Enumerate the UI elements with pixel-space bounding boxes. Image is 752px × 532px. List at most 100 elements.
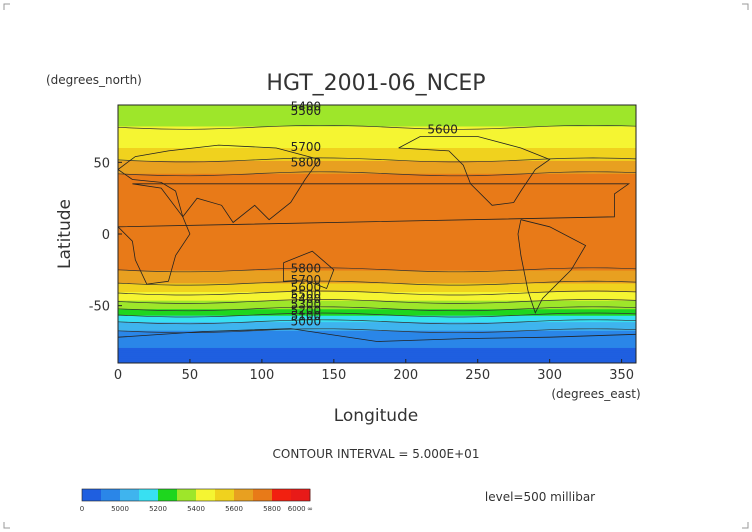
contour-label: 5500	[291, 104, 322, 118]
height-band	[118, 354, 636, 358]
height-band	[118, 347, 636, 351]
contour-line	[118, 312, 636, 318]
x-tick-label: 300	[537, 368, 562, 383]
contour-label: 5800	[291, 156, 322, 170]
height-band	[118, 137, 636, 140]
height-band	[118, 236, 636, 239]
legend-swatch	[196, 489, 216, 501]
height-band	[118, 223, 636, 226]
height-band	[118, 143, 636, 147]
height-band	[118, 234, 636, 237]
contour-line	[118, 290, 636, 296]
x-tick-label: 150	[321, 368, 346, 383]
y-axis-title: Latitude	[55, 199, 75, 269]
legend-tick-label: 6000	[288, 505, 306, 513]
legend-tick-label: 5600	[225, 505, 243, 513]
height-band	[118, 356, 636, 360]
height-band	[118, 160, 636, 164]
height-band	[118, 304, 636, 308]
x-tick-label: 250	[465, 368, 490, 383]
height-band	[118, 193, 636, 196]
height-band	[118, 221, 636, 224]
height-band	[118, 277, 636, 280]
height-band	[118, 191, 636, 194]
height-band	[118, 167, 636, 171]
contour-line	[118, 319, 636, 325]
height-band	[118, 341, 636, 345]
height-band	[118, 264, 636, 267]
chart-title: HGT_2001-06_NCEP	[266, 71, 485, 96]
height-band	[118, 126, 636, 130]
contour-label: 5200	[291, 303, 322, 317]
height-band	[118, 309, 636, 312]
height-band	[118, 332, 636, 336]
height-band	[118, 145, 636, 149]
height-band	[118, 322, 636, 325]
height-band	[118, 285, 636, 289]
contour-label: 5000	[291, 315, 322, 329]
contour-line	[118, 157, 636, 163]
height-band	[118, 324, 636, 328]
height-band	[118, 152, 636, 156]
height-band	[118, 132, 636, 136]
contour-label: 5600	[427, 123, 458, 137]
height-band	[118, 218, 636, 222]
coastline	[283, 250, 335, 290]
coastline	[118, 183, 631, 285]
height-band	[118, 311, 636, 315]
height-band	[118, 148, 636, 151]
height-band	[118, 296, 636, 300]
height-band	[118, 124, 636, 128]
legend-swatch	[120, 489, 140, 501]
contour-interval-text: CONTOUR INTERVAL = 5.000E+01	[273, 447, 480, 461]
height-band	[118, 315, 636, 319]
height-band	[118, 216, 636, 220]
height-band	[118, 358, 636, 362]
coastline	[118, 144, 321, 224]
legend-tick-label: ∞	[307, 505, 313, 513]
height-band	[118, 257, 636, 261]
height-band	[118, 227, 636, 231]
height-band	[118, 184, 636, 188]
height-band	[118, 212, 636, 216]
color-legend: 0 5000 5200 5400 5600 5800 6000 ∞	[80, 488, 313, 513]
corner-marks	[3, 3, 749, 529]
legend-swatch	[234, 489, 254, 501]
height-band	[118, 195, 636, 199]
height-band	[118, 289, 636, 293]
height-band	[118, 287, 636, 291]
height-band	[118, 201, 636, 205]
height-band	[118, 158, 636, 162]
contour-line	[118, 124, 636, 130]
height-band	[118, 268, 636, 272]
height-band	[118, 206, 636, 209]
contour-label: 5400	[291, 100, 322, 114]
height-band	[118, 251, 636, 254]
x-tick-label: 350	[609, 368, 634, 383]
height-band	[118, 326, 636, 330]
contour-label: 5600	[291, 280, 322, 294]
height-band	[118, 335, 636, 338]
height-band	[118, 117, 636, 121]
height-band	[118, 175, 636, 179]
legend-swatch	[158, 489, 178, 501]
level-text: level=500 millibar	[485, 490, 595, 504]
height-band	[118, 107, 636, 110]
legend-tick-label: 5000	[111, 505, 129, 513]
height-band	[118, 210, 636, 214]
height-band	[118, 139, 636, 143]
height-band	[118, 249, 636, 252]
contour-label: 5300	[291, 298, 322, 312]
legend-swatch	[215, 489, 235, 501]
y-tick-label: 50	[93, 156, 110, 171]
height-band	[118, 208, 636, 211]
y-units-label: (degrees_north)	[46, 73, 142, 87]
height-band	[118, 302, 636, 306]
x-tick-label: 100	[249, 368, 274, 383]
height-band	[118, 229, 636, 233]
height-band	[118, 317, 636, 321]
height-band	[118, 352, 636, 355]
height-band	[118, 163, 636, 166]
legend-tick-label: 5400	[187, 505, 205, 513]
